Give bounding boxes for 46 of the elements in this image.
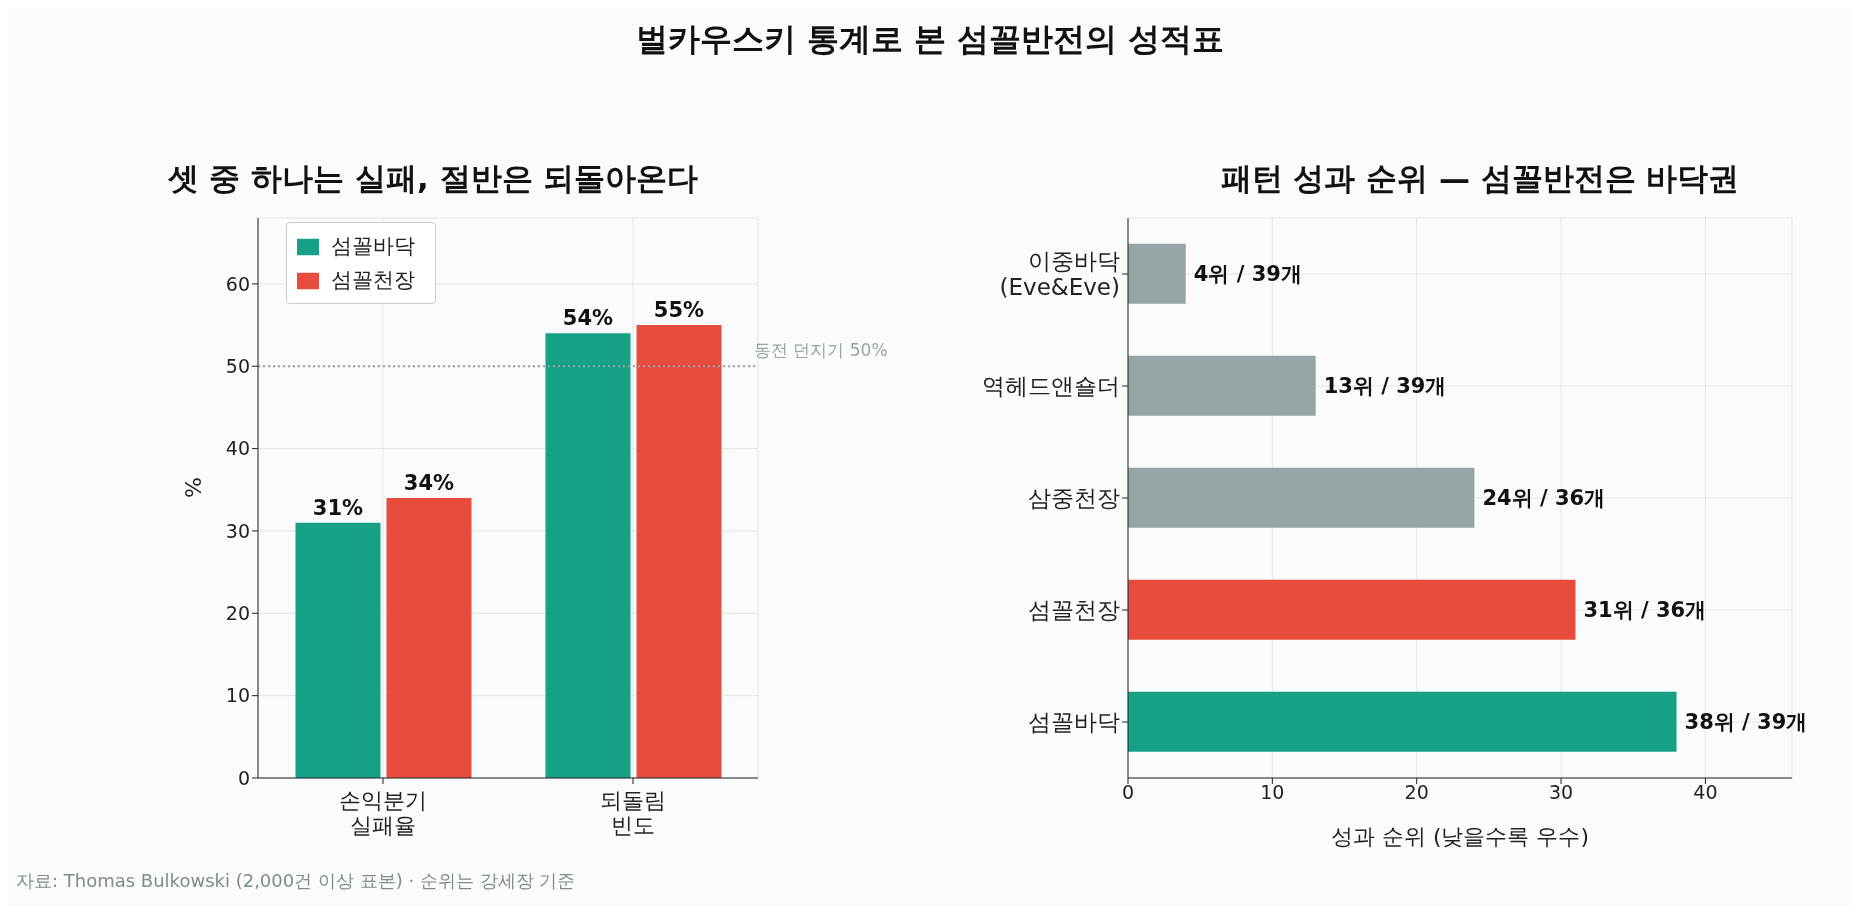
y-tick-label: 20 (225, 602, 250, 625)
data-label: 24위 / 36개 (1482, 485, 1606, 510)
bar (1128, 691, 1677, 752)
data-label: 38위 / 39개 (1684, 709, 1808, 734)
bar (1128, 467, 1475, 528)
y-axis-title: % (180, 477, 206, 498)
x-tick-label: 0 (1121, 781, 1135, 804)
bar (545, 333, 631, 778)
y-tick-label: 역헤드앤숄더 (982, 373, 1120, 400)
data-label: 4위 / 39개 (1193, 261, 1302, 286)
ref-line-label: 동전 던지기 50% (754, 340, 888, 361)
bar (1128, 243, 1186, 304)
y-tick-label: 이중바닥 (Eve&Eve) (999, 247, 1120, 301)
x-tick-label: 10 (1260, 781, 1285, 804)
data-label: 34% (403, 471, 455, 495)
y-tick-label: 섬꼴바닥 (1028, 709, 1120, 736)
x-tick-label: 40 (1693, 781, 1718, 804)
x-tick-label: 30 (1548, 781, 1574, 804)
chart-title: 셋 중 하나는 실패, 절반은 되돌아온다 (166, 159, 700, 198)
chart-title: 패턴 성과 순위 — 섬꼴반전은 바닥권 (1219, 159, 1741, 198)
y-tick-label: 40 (225, 437, 250, 460)
data-label: 54% (562, 306, 614, 331)
data-label: 55% (653, 298, 705, 323)
bar (386, 498, 472, 778)
text: 벌카우스키 통계로 본 섬꼴반전의 성적표 (634, 19, 1226, 60)
x-tick-label: 20 (1404, 781, 1429, 804)
x-tick-label: 손익분기 실패율 (339, 788, 427, 839)
y-tick-label: 30 (225, 519, 250, 542)
y-tick-label: 50 (225, 354, 250, 377)
x-axis-title: 성과 순위 (낮을수록 우수) (1330, 824, 1590, 849)
y-tick-label: 섬꼴천장 (1028, 597, 1120, 624)
legend-label: 섬꼴바닥 (331, 234, 415, 258)
y-tick-label: 60 (225, 272, 250, 295)
legend-label: 섬꼴천장 (331, 268, 415, 292)
data-label: 31위 / 36개 (1583, 597, 1707, 622)
y-tick-label: 10 (225, 684, 250, 707)
text: 자료: Thomas Bulkowski (2,000건 이상 표본) · 순위는 강세장 기준 (16, 869, 576, 893)
bar (636, 325, 722, 778)
y-tick-label: 0 (237, 766, 250, 789)
x-tick-label: 되돌림 빈도 (600, 788, 666, 839)
bar (295, 522, 381, 778)
y-tick-label: 삼중천장 (1028, 485, 1120, 512)
bar (1128, 579, 1576, 640)
data-label: 13위 / 39개 (1323, 373, 1447, 398)
bar (1128, 355, 1316, 416)
data-label: 31% (312, 495, 364, 520)
